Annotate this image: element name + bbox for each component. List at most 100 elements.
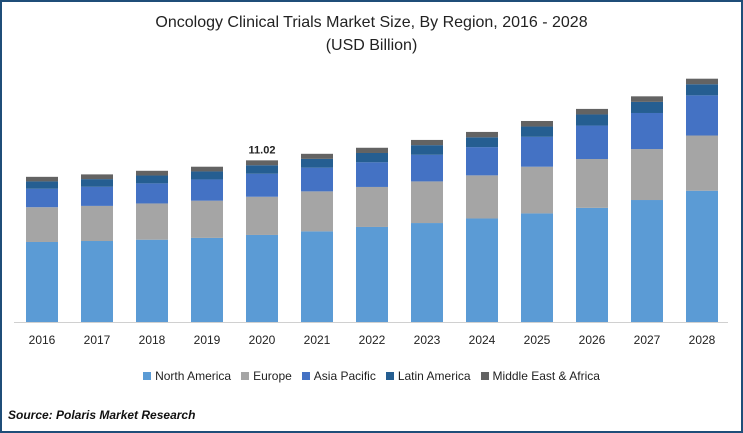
bar-europe-2018 [136,203,168,240]
bar-asia-pacific-2022 [356,162,388,187]
x-tick-labels: 2016 2017 2018 2019 2020 2021 2022 2023 2024 2025… [29,333,716,347]
bar-asia-pacific-2017 [81,186,113,206]
bar-europe-2020 [246,196,278,235]
bar-europe-2025 [521,166,553,214]
bar-north-america-2027 [631,200,663,322]
bar-middle-east-and-africa-2026 [576,108,608,115]
bar-europe-2019 [191,200,223,238]
x-tick-label-2018: 2018 [139,333,166,347]
bar-middle-east-and-africa-2022 [356,147,388,153]
bar-europe-2023 [411,181,443,224]
x-tick-label-2019: 2019 [194,333,221,347]
bar-middle-east-and-africa-2019 [191,166,223,172]
bar-latin-america-2024 [466,137,498,148]
legend-item-north-america: North America [143,369,231,383]
bars-group [26,78,718,322]
legend-label-asia-pacific: Asia Pacific [313,369,376,383]
bar-north-america-2026 [576,207,608,322]
bar-north-america-2024 [466,218,498,322]
bar-middle-east-and-africa-2020 [246,160,278,166]
bar-europe-2026 [576,159,608,208]
bar-latin-america-2021 [301,158,333,168]
bar-latin-america-2016 [26,181,58,189]
legend-label-europe: Europe [253,369,292,383]
x-tick-label-2023: 2023 [414,333,441,347]
bar-europe-2021 [301,191,333,232]
bar-north-america-2020 [246,234,278,322]
chart-subtitle: (USD Billion) [325,37,418,54]
bar-latin-america-2018 [136,175,168,184]
legend-label-north-america: North America [155,369,232,383]
bar-europe-2027 [631,149,663,201]
x-tick-label-2021: 2021 [304,333,331,347]
legend-swatch-middle-east-and-africa [480,372,489,380]
bar-middle-east-and-africa-2028 [686,78,718,85]
x-tick-label-2024: 2024 [469,333,496,347]
bar-middle-east-and-africa-2016 [26,176,58,182]
bar-europe-2024 [466,175,498,219]
bar-asia-pacific-2025 [521,136,553,167]
bar-asia-pacific-2018 [136,183,168,204]
x-tick-label-2022: 2022 [359,333,386,347]
bar-north-america-2016 [26,241,58,322]
bar-north-america-2023 [411,223,443,322]
bar-latin-america-2025 [521,126,553,137]
bar-latin-america-2017 [81,179,113,187]
bar-middle-east-and-africa-2018 [136,170,168,176]
legend-item-europe: Europe [241,369,292,383]
bar-asia-pacific-2023 [411,154,443,182]
bar-europe-2022 [356,186,388,227]
bar-europe-2028 [686,135,718,191]
x-tick-label-2026: 2026 [579,333,606,347]
x-tick-label-2017: 2017 [84,333,111,347]
bar-asia-pacific-2021 [301,167,333,192]
legend: North America Europe Asia Pacific Latin Ame… [0,369,743,383]
bar-latin-america-2023 [411,145,443,155]
data-labels: 11.02 [249,144,276,156]
bar-north-america-2028 [686,190,718,322]
legend-swatch-north-america [143,372,152,380]
legend-swatch-europe [241,372,250,380]
bar-asia-pacific-2020 [246,173,278,197]
bar-asia-pacific-2016 [26,188,58,208]
bar-north-america-2019 [191,237,223,322]
x-tick-label-2028: 2028 [689,333,716,347]
chart-title: Oncology Clinical Trials Market Size, By… [155,14,588,31]
bar-middle-east-and-africa-2023 [411,139,443,146]
bar-middle-east-and-africa-2024 [466,131,498,138]
bar-north-america-2021 [301,231,333,322]
x-tick-label-2027: 2027 [634,333,661,347]
legend-item-middle-east-and-africa: Middle East & Africa [480,369,600,383]
bar-middle-east-and-africa-2021 [301,153,333,159]
data-label-2020: 11.02 [249,144,276,156]
bar-north-america-2025 [521,213,553,322]
x-tick-label-2016: 2016 [29,333,56,347]
bar-europe-2017 [81,205,113,242]
bar-latin-america-2020 [246,165,278,174]
x-tick-label-2025: 2025 [524,333,551,347]
bar-north-america-2018 [136,239,168,322]
bar-middle-east-and-africa-2017 [81,174,113,180]
source-note: Source: Polaris Market Research [8,408,196,422]
bar-asia-pacific-2019 [191,179,223,201]
bar-latin-america-2019 [191,171,223,180]
bar-asia-pacific-2024 [466,147,498,176]
bar-latin-america-2027 [631,101,663,113]
legend-item-asia-pacific: Asia Pacific [301,369,376,383]
bar-latin-america-2028 [686,84,718,96]
bar-latin-america-2026 [576,114,608,126]
bar-asia-pacific-2028 [686,95,718,136]
bar-europe-2016 [26,207,58,242]
bar-middle-east-and-africa-2025 [521,120,553,127]
legend-label-latin-america: Latin America [397,369,471,383]
legend-item-latin-america: Latin America [385,369,471,383]
legend-label-middle-east-and-africa: Middle East & Africa [492,369,600,383]
bar-middle-east-and-africa-2027 [631,96,663,102]
bar-asia-pacific-2027 [631,112,663,150]
bar-latin-america-2022 [356,152,388,163]
x-tick-label-2020: 2020 [249,333,276,347]
legend-swatch-asia-pacific [301,372,310,380]
bar-asia-pacific-2026 [576,125,608,160]
legend-swatch-latin-america [385,372,394,380]
